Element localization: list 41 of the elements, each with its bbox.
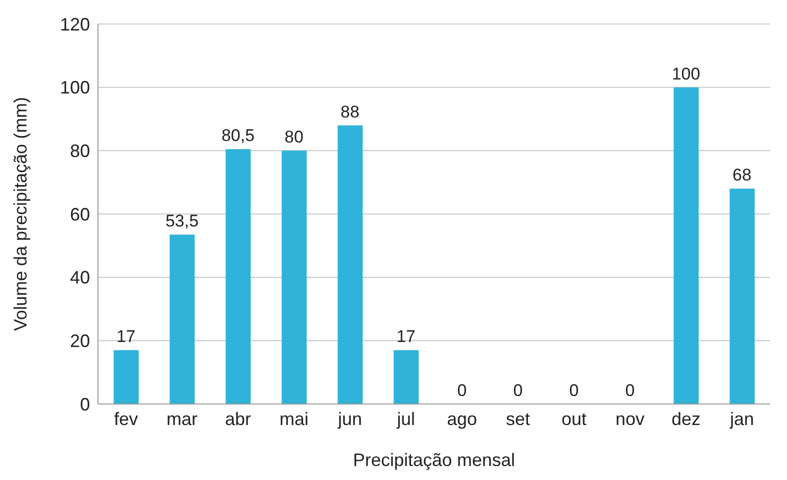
x-tick-label: jul xyxy=(396,408,416,429)
y-tick-label: 120 xyxy=(60,14,90,34)
y-tick-label: 40 xyxy=(70,268,90,288)
x-tick-label: out xyxy=(561,408,587,429)
bar xyxy=(674,87,699,404)
x-axis-title: Precipitação mensal xyxy=(352,450,516,470)
data-label: 88 xyxy=(340,102,360,122)
x-tick-label: jun xyxy=(336,408,362,429)
bar xyxy=(226,149,251,404)
bar xyxy=(730,188,755,404)
x-tick-label: dez xyxy=(671,408,701,429)
y-tick-label: 60 xyxy=(70,204,90,224)
x-tick-label: jan xyxy=(728,408,754,429)
data-label: 100 xyxy=(672,64,700,84)
x-tick-label: mar xyxy=(166,408,198,429)
bar xyxy=(338,125,363,404)
x-tick-label: mai xyxy=(279,408,309,429)
data-label: 68 xyxy=(732,166,752,185)
data-label: 53,5 xyxy=(165,212,199,231)
data-label: 0 xyxy=(457,381,467,400)
x-tick-label: fev xyxy=(114,408,138,429)
data-label: 17 xyxy=(396,327,416,346)
data-label: 17 xyxy=(116,327,136,346)
x-tick-label: nov xyxy=(615,408,645,429)
y-tick-label: 80 xyxy=(70,141,90,162)
data-label: 0 xyxy=(625,381,635,400)
data-label: 0 xyxy=(569,381,579,400)
x-tick-label: abr xyxy=(224,408,252,429)
bar xyxy=(170,234,195,404)
x-tick-label: ago xyxy=(446,408,478,429)
x-tick-label: set xyxy=(506,408,530,429)
data-label: 80 xyxy=(284,128,304,147)
bar xyxy=(282,150,307,404)
y-axis-title: Volume da precipitação (mm) xyxy=(10,96,30,332)
y-tick-label: 0 xyxy=(80,394,90,414)
y-tick-label: 100 xyxy=(60,78,90,98)
bar xyxy=(394,350,419,404)
data-label: 80,5 xyxy=(221,126,255,146)
data-label: 0 xyxy=(513,381,523,400)
bar xyxy=(114,350,139,404)
y-tick-label: 20 xyxy=(70,331,90,352)
